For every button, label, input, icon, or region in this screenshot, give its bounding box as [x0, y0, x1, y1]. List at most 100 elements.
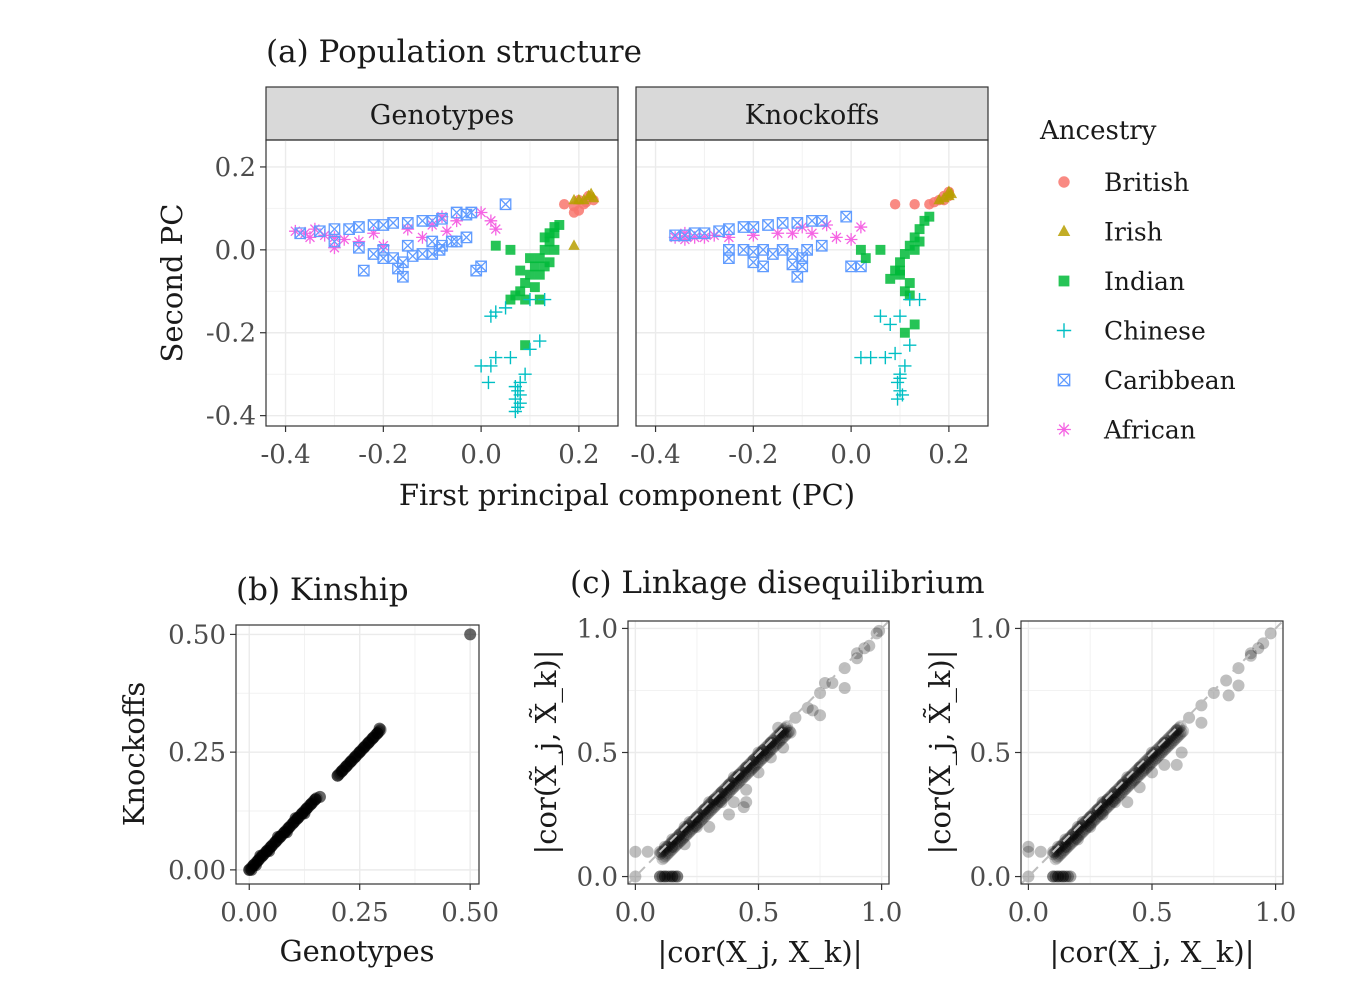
ld-point — [1108, 793, 1121, 806]
ld-point — [1252, 642, 1265, 655]
point-caribbean — [460, 231, 473, 244]
ld-point — [806, 704, 819, 717]
point-indian — [924, 211, 935, 222]
ld-point — [1096, 808, 1109, 821]
yticks-population: 0.2 0.0 -0.2 -0.4 — [206, 153, 266, 432]
point-caribbean — [397, 270, 409, 283]
ld-point — [1175, 726, 1188, 739]
ld-point — [1073, 829, 1086, 842]
ld-point — [1088, 806, 1101, 819]
ld-point — [1158, 758, 1171, 771]
ld-point — [1102, 793, 1115, 806]
ld-point — [668, 833, 681, 846]
point-indian — [909, 319, 920, 330]
point-caribbean — [757, 260, 769, 273]
ld-point — [722, 808, 735, 821]
ld-point — [772, 729, 785, 742]
ld-point — [863, 639, 876, 652]
ld-point — [677, 824, 690, 837]
point-african — [328, 231, 341, 244]
point-chinese — [873, 309, 888, 323]
ld-point — [733, 775, 746, 788]
ld-point — [694, 814, 707, 827]
point-caribbean — [406, 250, 419, 262]
ld-point — [722, 778, 735, 791]
ld-point — [1142, 752, 1155, 765]
ld-point — [773, 727, 786, 740]
ld-point — [1091, 803, 1104, 816]
ld-point — [1125, 769, 1138, 782]
ld-point — [1169, 732, 1182, 745]
ld-point — [1136, 758, 1149, 771]
ld-point — [1147, 754, 1160, 767]
ld-point — [666, 870, 679, 883]
legend-key-caribbean — [1057, 373, 1071, 387]
ld-point — [1097, 805, 1110, 818]
ld-point — [699, 802, 712, 815]
ld-point — [730, 770, 743, 783]
population-xlabel: First principal component (PC) — [399, 478, 855, 512]
ld-point — [1081, 813, 1094, 826]
ld-point — [759, 748, 772, 761]
ld-point — [1085, 817, 1098, 830]
ld-point — [1097, 797, 1110, 810]
x-tick-label: 0.0 — [460, 440, 501, 470]
ld-point — [693, 808, 706, 821]
ld-point — [774, 734, 787, 747]
ld-point — [1058, 836, 1071, 849]
ld-right-xlabel: |cor(X_j, X_k)| — [1049, 935, 1254, 970]
ld-point — [1151, 750, 1164, 763]
ld-point — [818, 677, 831, 690]
ld-point — [838, 681, 851, 694]
point-caribbean — [433, 243, 446, 256]
point-indian — [860, 253, 871, 264]
ld-point — [1101, 801, 1114, 814]
ld-point — [778, 723, 791, 736]
ld-point — [683, 826, 696, 839]
ld-point — [1140, 754, 1153, 767]
point-caribbean — [776, 217, 789, 229]
ld-point — [732, 769, 745, 782]
point-caribbean — [713, 225, 725, 238]
ld-point — [1130, 764, 1143, 777]
ld-point — [1195, 716, 1208, 729]
ld-point — [1051, 851, 1064, 864]
point-chinese — [893, 371, 907, 385]
ld-point — [680, 829, 693, 842]
x-tick-label: 1.0 — [1255, 898, 1296, 928]
ld-point — [743, 765, 756, 778]
ld-point — [1061, 841, 1074, 854]
ld-point — [780, 728, 793, 741]
y-tick-label: 0.0 — [970, 863, 1011, 893]
point-african — [805, 226, 819, 240]
ld-point — [1108, 786, 1121, 799]
point-irish — [945, 187, 958, 199]
points-genotypes — [289, 187, 600, 419]
ld-point — [1166, 735, 1179, 748]
ld-point — [704, 797, 717, 810]
ld-point — [1079, 815, 1092, 828]
ld-point — [1232, 662, 1245, 675]
ld-point — [814, 686, 827, 699]
ld-point — [748, 752, 761, 765]
ld-point — [755, 753, 768, 766]
ld-point — [1101, 793, 1114, 806]
ld-point — [674, 827, 687, 840]
ld-point — [657, 851, 670, 864]
ld-point — [690, 811, 703, 824]
ld-point — [1052, 870, 1065, 883]
ld-point — [1091, 811, 1104, 824]
ld-point — [777, 741, 790, 754]
xticks-genotypes: -0.4 -0.2 0.0 0.2 — [260, 426, 600, 470]
ld-point — [1022, 845, 1035, 858]
point-indian — [525, 253, 535, 264]
point-caribbean — [450, 235, 463, 248]
point-chinese — [893, 309, 907, 323]
ld-point — [700, 808, 713, 821]
ld-point — [752, 766, 765, 779]
ld-point — [1207, 686, 1220, 699]
kinship-point — [249, 859, 262, 872]
ld-point — [724, 784, 737, 797]
ld-point — [711, 798, 724, 811]
ld-point — [710, 791, 723, 804]
